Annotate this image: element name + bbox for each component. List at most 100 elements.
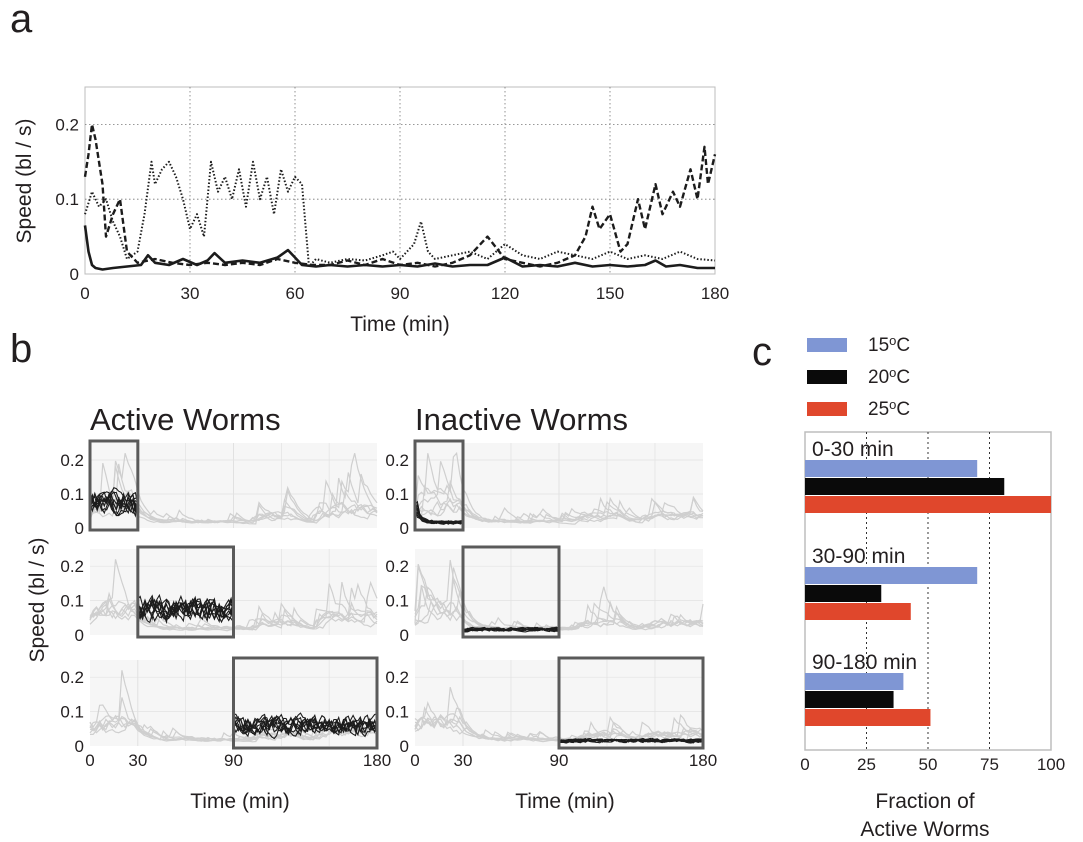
- panel-c-bar-15: [805, 460, 978, 477]
- panel-b-x-ticks: 0 30 90 180 0 30 90 180: [85, 751, 717, 770]
- panel-c-legend-swatch: [807, 338, 847, 352]
- panel-b-x-tick-label: 90: [224, 751, 243, 770]
- panel-a-y-tick-label: 0: [70, 265, 79, 284]
- panel-b-chart: Active Worms Inactive Worms 00.10.200.10…: [26, 402, 717, 813]
- panel-c-x-ticks: 0 25 50 75 100: [800, 755, 1065, 774]
- panel-b-y-tick-label: 0.1: [60, 485, 84, 504]
- panel-b-y-tick-label: 0.1: [385, 703, 409, 722]
- panel-a-x-axis-label: Time (min): [350, 313, 450, 336]
- panel-b-window-trace: [558, 738, 704, 744]
- panel-b-y-tick-label: 0: [75, 737, 84, 756]
- panel-a-chart: 0 30 60 90 120 150 180 0 0.1 0.2 Time (min) Spee…: [13, 86, 729, 336]
- panel-a-grid: [85, 87, 715, 274]
- panel-c-bar-20: [805, 585, 882, 602]
- panel-b-window-box: [88, 439, 140, 532]
- panel-a-x-tick-label: 30: [181, 284, 200, 303]
- panel-b-window-trace: [89, 491, 139, 518]
- panel-c-bar-25: [805, 709, 931, 726]
- panel-a-line-dotted: [84, 160, 716, 268]
- panel-a-x-tick-label: 120: [491, 284, 519, 303]
- panel-c-bar-15: [805, 567, 978, 584]
- panel-b-window-trace: [89, 491, 139, 511]
- panel-b-x-tick-label: 30: [454, 751, 473, 770]
- panel-b-y-tick-label: 0.1: [60, 592, 84, 611]
- panel-a-x-tick-label: 90: [391, 284, 410, 303]
- panel-b-y-tick-label: 0: [400, 519, 409, 538]
- panel-c-x-axis-label-line2: Active Worms: [860, 818, 989, 841]
- panel-c-x-tick-label: 0: [800, 755, 809, 774]
- panel-c-bar-25: [805, 496, 1051, 513]
- panel-b-window-trace: [137, 598, 235, 621]
- panel-a-x-ticks: 0 30 60 90 120 150 180: [80, 284, 729, 303]
- panel-b-subplot: 0 0.1 0.2: [385, 545, 704, 645]
- panel-c-bar-25: [805, 603, 911, 620]
- panel-b-window-trace: [232, 713, 378, 736]
- panel-b-subplot: 0 0.1 0.2: [385, 439, 704, 538]
- panel-b-window-trace: [137, 597, 235, 623]
- panel-b-subplot: 0 0.1 0.2: [60, 439, 378, 538]
- panel-b-x-tick-label: 30: [128, 751, 147, 770]
- panel-c-x-axis-label-line1: Fraction of: [875, 790, 974, 813]
- panel-a-y-tick-label: 0.1: [55, 190, 79, 209]
- panel-c-x-tick-label: 25: [857, 755, 876, 774]
- panel-b-x-tick-label: 90: [550, 751, 569, 770]
- panel-b-subplot: 0 0.1 0.2: [385, 656, 705, 756]
- panel-b-x-tick-label: 0: [85, 751, 94, 770]
- panel-b-y-tick-label: 0.2: [60, 451, 84, 470]
- panel-b-window-trace: [233, 713, 378, 740]
- panel-b-y-tick-label: 0.1: [60, 703, 84, 722]
- panel-b-y-tick-label: 0: [75, 519, 84, 538]
- panel-c-x-tick-label: 100: [1037, 755, 1065, 774]
- panel-a-y-tick-label: 0.2: [55, 115, 79, 134]
- panel-c-bar-20: [805, 691, 894, 708]
- panel-label-a: a: [10, 0, 33, 41]
- panel-c-bar-15: [805, 673, 904, 690]
- panel-b-window-box: [557, 656, 705, 750]
- panel-a-x-tick-label: 180: [701, 284, 729, 303]
- panel-c-x-tick-label: 75: [980, 755, 999, 774]
- panel-c-legend-label: 15oC: [868, 333, 910, 356]
- panel-b-y-tick-label: 0.2: [385, 557, 409, 576]
- panel-c-x-tick-label: 50: [919, 755, 938, 774]
- panel-a-y-axis-label: Speed (bl / s): [13, 119, 36, 244]
- panel-c-bars: [805, 460, 1051, 726]
- panel-b-x-axis-label-active: Time (min): [190, 790, 290, 813]
- panel-c-category-label: 30-90 min: [812, 545, 905, 568]
- panel-b-subplot: 0 0.1 0.2: [60, 656, 379, 756]
- panel-a-x-tick-label: 150: [596, 284, 624, 303]
- panel-b-title-inactive: Inactive Worms: [415, 402, 628, 437]
- panel-c-bar-20: [805, 478, 1005, 495]
- panel-a-y-ticks: 0 0.1 0.2: [55, 115, 79, 284]
- panel-c-chart: 15oC 20oC 25oC 0-30 min 30-90 min 90-180 min…: [800, 333, 1065, 841]
- panel-b-window-trace: [232, 713, 378, 738]
- panel-c-category-labels: 0-30 min 30-90 min 90-180 min: [812, 438, 917, 674]
- panel-b-y-tick-label: 0.1: [385, 592, 409, 611]
- panel-c-legend: 15oC 20oC 25oC: [807, 333, 910, 420]
- panel-a-x-tick-label: 0: [80, 284, 89, 303]
- panel-a-x-tick-label: 60: [286, 284, 305, 303]
- panel-b-subplot: 0 0.1 0.2: [60, 545, 378, 645]
- panel-b-x-tick-label: 180: [689, 751, 717, 770]
- panel-b-window-box: [232, 656, 379, 750]
- panel-b-y-tick-label: 0.2: [60, 557, 84, 576]
- panel-b-window-trace: [462, 626, 560, 632]
- panel-c-category-label: 90-180 min: [812, 651, 917, 674]
- panel-b-y-axis-label: Speed (bl / s): [26, 538, 49, 663]
- panel-b-x-tick-label: 0: [410, 751, 419, 770]
- panel-b-window-trace: [414, 500, 464, 525]
- panel-c-category-label: 0-30 min: [812, 438, 894, 461]
- panel-b-window-box: [136, 545, 235, 639]
- panel-b-subplots: 00.10.200.10.200.10.200.10.200.10.200.10…: [60, 439, 705, 756]
- panel-a-line-dashed: [83, 123, 717, 268]
- panel-b-window-box: [461, 545, 561, 639]
- panel-b-x-axis-label-inactive: Time (min): [515, 790, 615, 813]
- panel-b-y-tick-label: 0.1: [385, 485, 409, 504]
- panel-label-b: b: [10, 327, 32, 371]
- panel-a-series: [83, 123, 717, 271]
- panel-b-title-active: Active Worms: [90, 402, 281, 437]
- panel-b-y-tick-label: 0.2: [385, 451, 409, 470]
- panel-b-window-trace: [232, 712, 378, 735]
- panel-b-y-tick-label: 0.2: [385, 668, 409, 687]
- panel-label-c: c: [752, 330, 772, 374]
